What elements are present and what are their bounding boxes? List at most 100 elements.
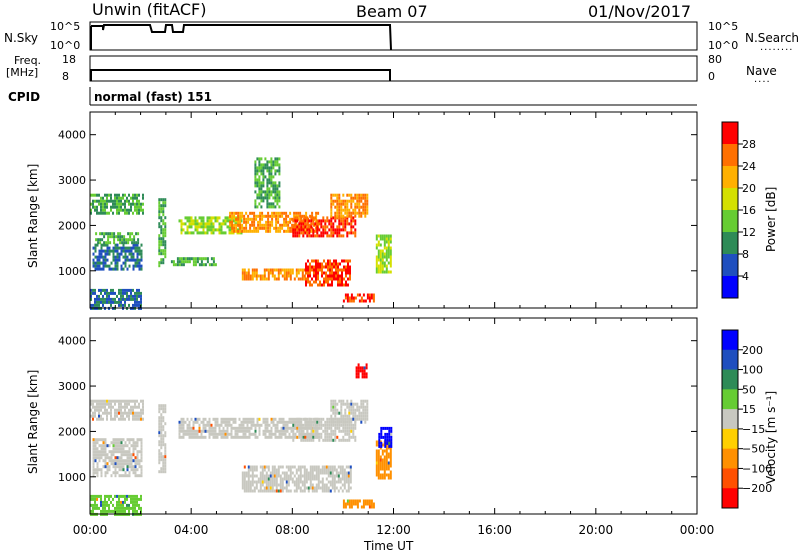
data-cell bbox=[250, 423, 253, 427]
data-cell bbox=[90, 202, 92, 206]
data-cell bbox=[142, 193, 144, 197]
data-cell bbox=[158, 404, 161, 408]
data-cell bbox=[109, 232, 112, 236]
data-cell bbox=[194, 432, 197, 436]
data-cell bbox=[102, 399, 104, 403]
data-cell bbox=[334, 432, 337, 436]
data-cell bbox=[160, 231, 163, 235]
data-cell bbox=[92, 246, 95, 250]
data-cell bbox=[110, 414, 112, 418]
data-cell bbox=[198, 423, 201, 427]
data-cell bbox=[381, 234, 384, 238]
data-cell bbox=[365, 375, 368, 379]
data-cell bbox=[375, 461, 378, 465]
data-cell bbox=[349, 468, 352, 472]
data-cell bbox=[314, 420, 317, 424]
data-cell bbox=[387, 261, 390, 265]
data-cell bbox=[366, 196, 369, 200]
data-cell bbox=[273, 474, 276, 478]
data-cell bbox=[303, 268, 306, 272]
data-cell bbox=[283, 217, 286, 221]
data-cell bbox=[96, 474, 99, 478]
data-cell bbox=[331, 265, 333, 269]
data-cell bbox=[120, 462, 123, 466]
data-cell bbox=[308, 435, 311, 439]
data-cell bbox=[196, 257, 199, 261]
data-cell bbox=[308, 225, 311, 229]
data-cell bbox=[182, 257, 185, 261]
data-cell bbox=[329, 480, 332, 484]
data-cell bbox=[260, 423, 263, 427]
data-cell bbox=[358, 414, 361, 418]
data-cell bbox=[120, 402, 122, 406]
data-cell bbox=[92, 252, 95, 256]
data-cell bbox=[377, 464, 380, 468]
data-cell bbox=[274, 429, 277, 433]
data-cell bbox=[254, 199, 257, 203]
data-cell bbox=[333, 465, 336, 469]
data-cell bbox=[330, 214, 333, 218]
data-cell bbox=[116, 294, 118, 298]
data-cell bbox=[389, 452, 392, 456]
data-cell bbox=[251, 465, 254, 469]
data-cell bbox=[116, 471, 119, 475]
data-cell bbox=[289, 271, 292, 275]
data-cell bbox=[347, 277, 349, 281]
data-cell bbox=[306, 222, 309, 226]
data-cell bbox=[130, 468, 133, 472]
colorbar-tick-label: 24 bbox=[742, 160, 756, 173]
data-cell bbox=[385, 267, 388, 271]
data-cell bbox=[310, 417, 313, 421]
data-cell bbox=[336, 228, 339, 232]
data-cell bbox=[342, 199, 345, 203]
data-cell bbox=[364, 214, 367, 218]
data-cell bbox=[304, 426, 307, 430]
data-cell bbox=[258, 432, 261, 436]
data-cell bbox=[276, 157, 279, 161]
data-cell bbox=[277, 211, 280, 215]
data-cell bbox=[231, 226, 234, 230]
data-cell bbox=[272, 160, 275, 164]
data-cell bbox=[120, 465, 123, 469]
data-cell bbox=[253, 268, 256, 272]
data-cell bbox=[121, 238, 124, 242]
data-cell bbox=[266, 166, 269, 170]
data-cell bbox=[138, 288, 140, 292]
data-cell bbox=[343, 259, 345, 263]
data-cell bbox=[196, 219, 199, 223]
data-cell bbox=[94, 243, 97, 247]
data-cell bbox=[100, 297, 102, 301]
data-cell bbox=[198, 417, 201, 421]
freq-label-2: [MHz] bbox=[6, 66, 39, 79]
data-cell bbox=[258, 181, 261, 185]
data-cell bbox=[273, 268, 276, 272]
data-cell bbox=[378, 432, 381, 436]
data-cell bbox=[94, 500, 96, 504]
data-cell bbox=[138, 193, 140, 197]
data-cell bbox=[302, 219, 305, 223]
data-cell bbox=[134, 441, 137, 445]
data-cell bbox=[360, 296, 363, 300]
data-cell bbox=[270, 435, 273, 439]
data-cell bbox=[92, 288, 94, 292]
data-cell bbox=[162, 461, 165, 465]
data-cell bbox=[259, 274, 262, 278]
data-cell bbox=[112, 497, 114, 501]
data-cell bbox=[375, 458, 378, 462]
data-cell bbox=[278, 157, 281, 161]
data-cell bbox=[293, 217, 296, 221]
data-cell bbox=[272, 417, 275, 421]
data-cell bbox=[285, 471, 288, 475]
data-cell bbox=[335, 474, 338, 478]
data-cell bbox=[270, 190, 273, 194]
data-cell bbox=[381, 237, 384, 241]
data-cell bbox=[128, 246, 131, 250]
data-cell bbox=[261, 277, 264, 281]
data-cell bbox=[249, 474, 252, 478]
data-cell bbox=[138, 249, 141, 253]
data-cell bbox=[98, 405, 100, 409]
data-cell bbox=[259, 217, 262, 221]
data-cell bbox=[296, 429, 299, 433]
data-cell bbox=[133, 235, 136, 239]
